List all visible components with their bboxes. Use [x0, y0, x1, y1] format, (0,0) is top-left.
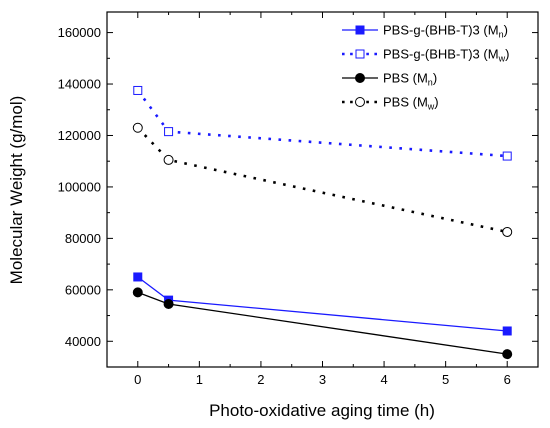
- y-tick-label: 60000: [65, 282, 101, 297]
- x-axis-title: Photo-oxidative aging time (h): [209, 401, 435, 420]
- legend-marker: [355, 49, 365, 59]
- legend-entry-1: PBS-g-(BHB-T)3 (Mn): [342, 23, 508, 40]
- data-point: [163, 154, 174, 165]
- series-line: [137, 291, 508, 355]
- x-tick-label: 1: [196, 372, 203, 387]
- legend-entry-3: PBS (Mn): [342, 71, 437, 88]
- x-tick-label: 6: [504, 372, 511, 387]
- x-tick-label: 0: [134, 372, 141, 387]
- series-layer: [132, 85, 513, 360]
- series-4: [132, 122, 513, 237]
- legend-marker: [355, 25, 365, 35]
- data-point: [502, 151, 512, 161]
- legend-label-end: ): [505, 47, 509, 62]
- x-tick-label: 4: [380, 372, 387, 387]
- series-2: [133, 85, 512, 161]
- legend-label-subscript: w: [498, 54, 506, 64]
- y-tick-label: 140000: [58, 77, 101, 92]
- legend-label-main: PBS-g-(BHB-T)3 (M: [383, 47, 499, 62]
- data-point: [132, 287, 143, 298]
- data-point: [133, 272, 143, 282]
- legend: PBS-g-(BHB-T)3 (Mn)PBS-g-(BHB-T)3 (Mw)PB…: [342, 23, 509, 112]
- legend-label: PBS-g-(BHB-T)3 (Mw): [383, 47, 509, 64]
- series-1: [133, 272, 512, 336]
- x-axis-ticks: 0 1 2 3 4 5 6: [106, 12, 539, 387]
- legend-label-main: PBS (M: [383, 71, 428, 86]
- x-tick-label: 3: [319, 372, 326, 387]
- series-line: [137, 276, 508, 332]
- y-axis-title: Molecular Weight (g/mol): [7, 96, 26, 285]
- series-line: [136, 126, 508, 234]
- y-tick-label: 120000: [58, 128, 101, 143]
- x-tick-label: 5: [442, 372, 449, 387]
- y-tick-label: 100000: [58, 179, 101, 194]
- x-tick-label: 2: [257, 372, 264, 387]
- y-tick-label: 40000: [65, 334, 101, 349]
- data-point: [133, 85, 143, 95]
- legend-marker: [355, 73, 365, 83]
- legend-entry-4: PBS (Mw): [342, 95, 439, 112]
- legend-entry-2: PBS-g-(BHB-T)3 (Mw): [342, 47, 509, 64]
- data-point: [502, 349, 513, 360]
- legend-label: PBS (Mn): [383, 71, 437, 88]
- legend-label-main: PBS-g-(BHB-T)3 (M: [383, 23, 499, 38]
- data-point: [132, 122, 143, 133]
- legend-label-subscript: n: [499, 30, 504, 40]
- series-line: [136, 89, 508, 158]
- data-point: [502, 326, 512, 336]
- series-3: [132, 287, 513, 360]
- legend-label-subscript: w: [427, 102, 435, 112]
- y-tick-label: 160000: [58, 25, 101, 40]
- legend-label-end: ): [433, 71, 437, 86]
- legend-marker: [355, 97, 365, 107]
- y-tick-label: 80000: [65, 231, 101, 246]
- data-point: [163, 298, 174, 309]
- y-axis-ticks: 40000 60000 80000 100000 120000 140000 160000: [58, 25, 538, 368]
- data-point: [502, 226, 513, 237]
- data-point: [164, 127, 174, 137]
- legend-label: PBS-g-(BHB-T)3 (Mn): [383, 23, 508, 40]
- legend-label-subscript: n: [428, 78, 433, 88]
- legend-label: PBS (Mw): [383, 95, 439, 112]
- legend-label-end: ): [434, 95, 438, 110]
- legend-label-main: PBS (M: [383, 95, 428, 110]
- legend-label-end: ): [504, 23, 508, 38]
